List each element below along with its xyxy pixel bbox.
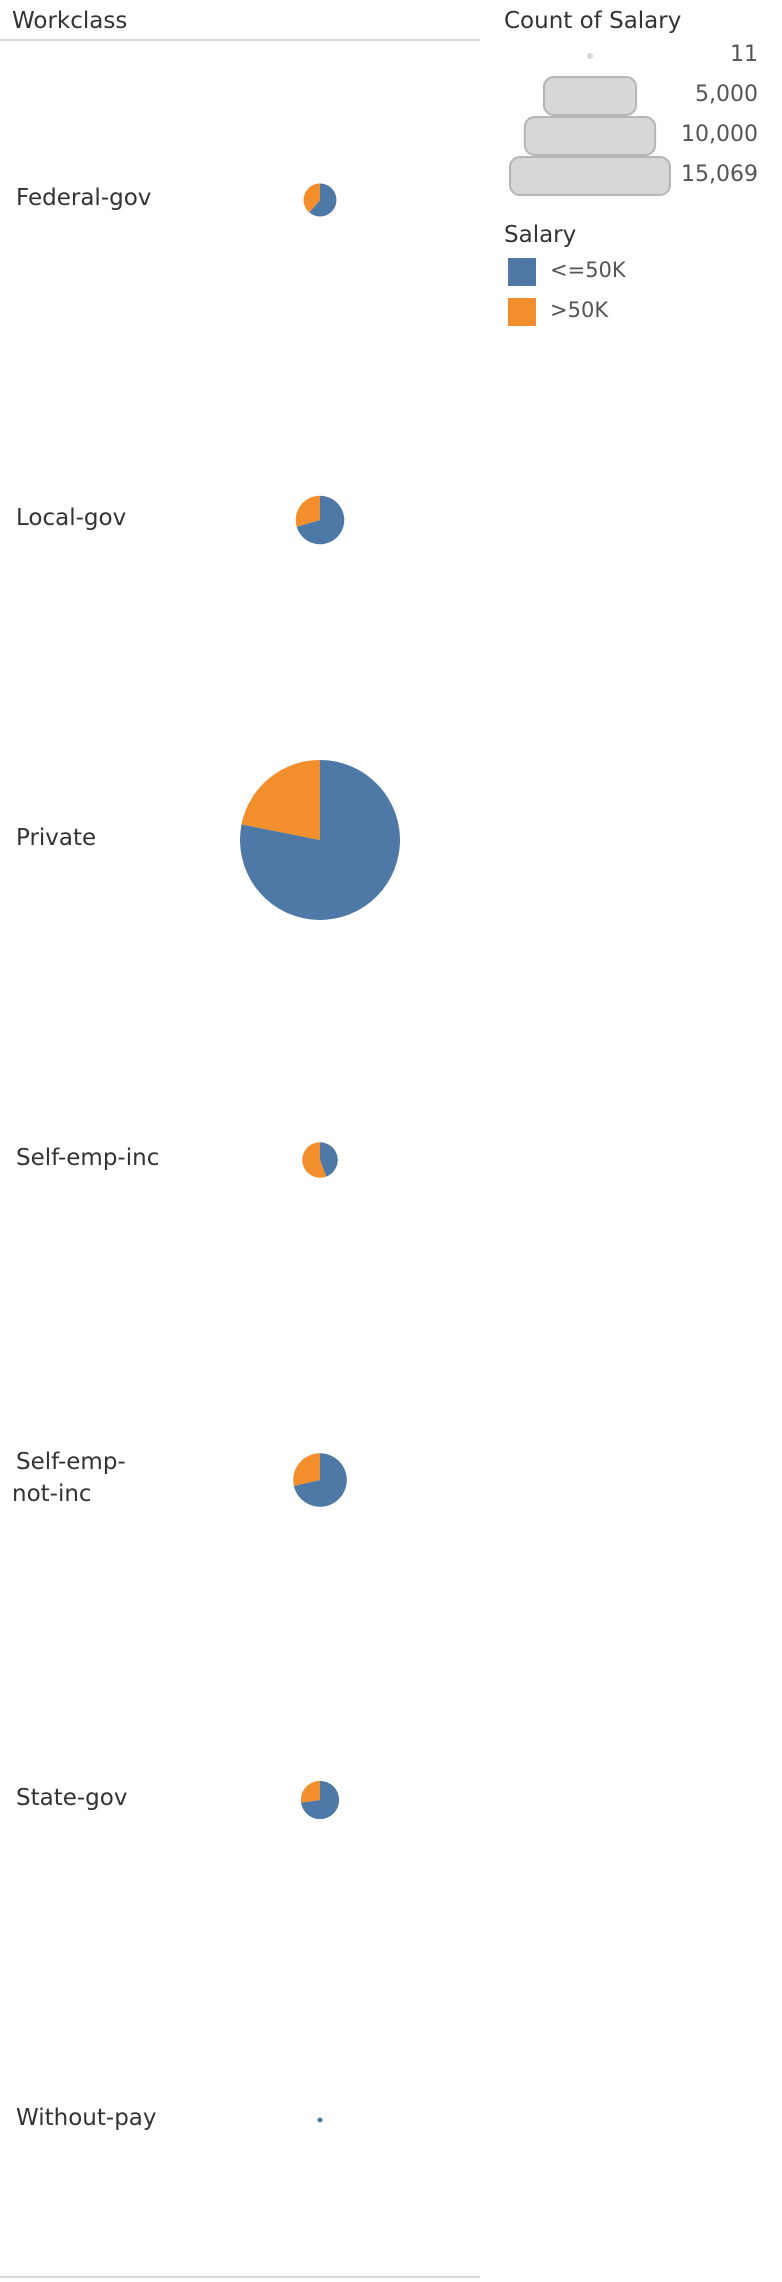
row-label-local-gov[interactable]: Local-gov (16, 502, 126, 534)
row-label-state-gov[interactable]: State-gov (16, 1782, 127, 1814)
pie-private[interactable] (240, 760, 401, 920)
pie-slice-50k[interactable] (302, 1142, 327, 1178)
pie-federal-gov[interactable] (303, 183, 337, 217)
row-label-line: State-gov (16, 1785, 128, 1811)
color-legend-label-gt50k[interactable]: >50K (550, 298, 609, 322)
pie-without-pay[interactable] (317, 2117, 323, 2123)
pie-local-gov[interactable] (295, 495, 345, 545)
row-label-private[interactable]: Private (16, 822, 96, 854)
pie-slice-50k[interactable] (301, 1780, 340, 1820)
pie-slice-50k[interactable] (296, 495, 345, 545)
size-legend (509, 53, 671, 196)
pie-slice-50k[interactable] (293, 1453, 347, 1507)
pie-self-emp-inc[interactable] (302, 1142, 338, 1178)
size-legend-label-2: 5,000 (695, 82, 758, 107)
pie-slice-50k[interactable] (303, 183, 320, 213)
color-swatch-gt50k[interactable] (508, 298, 536, 326)
size-legend-label-3: 10,000 (681, 122, 758, 147)
pie-slice-50k[interactable] (300, 1780, 320, 1803)
row-label-line: Local-gov (16, 505, 127, 531)
pie-slice-50k[interactable] (241, 760, 320, 840)
row-label-line: Self-emp-inc (16, 1145, 160, 1171)
size-legend-label-1: 11 (730, 42, 758, 67)
color-swatch-le50k[interactable] (508, 258, 536, 286)
pie-slice-50k[interactable] (295, 495, 320, 527)
row-label-line: Without-pay (16, 2105, 157, 2131)
size-legend-mark-3 (523, 116, 657, 156)
size-legend-label-4: 15,069 (681, 162, 758, 187)
pie-slice-50k[interactable] (293, 1453, 320, 1486)
row-label-without-pay[interactable]: Without-pay (16, 2102, 157, 2134)
row-label-line: Self-emp- (16, 1449, 126, 1475)
row-label-line: Federal-gov (16, 185, 152, 211)
row-label-line: Private (16, 825, 97, 851)
pie-marks (240, 183, 401, 2123)
row-label-line: not-inc (12, 1481, 92, 1507)
size-legend-mark-2 (542, 76, 638, 116)
pie-slice-50k[interactable] (317, 2117, 323, 2123)
size-legend-title: Count of Salary (504, 8, 682, 34)
pie-state-gov[interactable] (300, 1780, 340, 1820)
row-label-self-emp-not-inc[interactable]: Self-emp-not-inc (12, 1446, 126, 1510)
pie-self-emp-not-inc[interactable] (293, 1453, 347, 1507)
pie-slice-50k[interactable] (309, 183, 337, 217)
color-legend-title: Salary (504, 222, 577, 248)
row-label-federal-gov[interactable]: Federal-gov (16, 182, 151, 214)
color-legend-label-le50k[interactable]: <=50K (550, 258, 626, 282)
row-label-self-emp-inc[interactable]: Self-emp-inc (16, 1142, 159, 1174)
pie-slice-50k[interactable] (320, 1142, 338, 1177)
row-dimension-header[interactable]: Workclass (12, 8, 128, 34)
size-legend-mark-4 (509, 156, 671, 196)
size-legend-mark-1 (587, 53, 593, 59)
